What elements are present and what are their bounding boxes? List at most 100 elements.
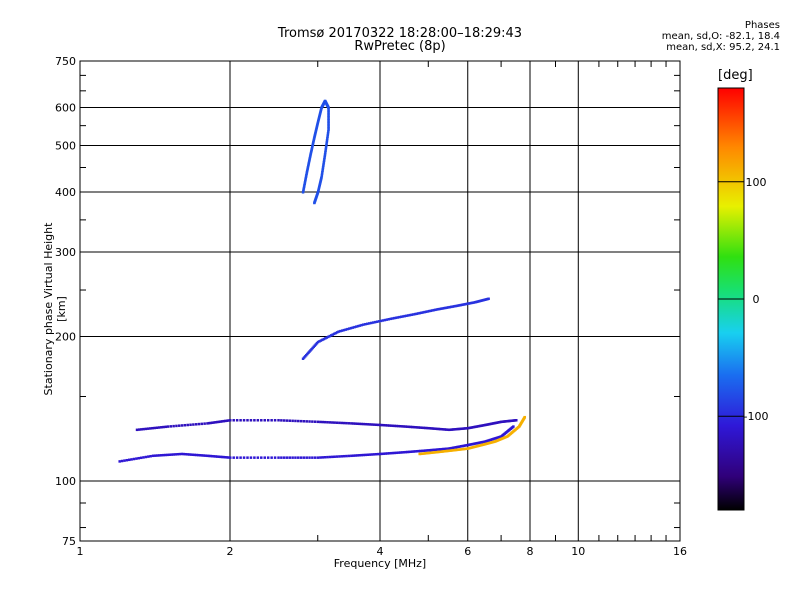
- trace-point: [288, 456, 292, 459]
- trace-point: [321, 171, 324, 174]
- trace-point: [331, 333, 334, 336]
- trace-point: [355, 325, 358, 328]
- trace-point: [356, 422, 359, 425]
- y-tick-label: 75: [62, 535, 76, 548]
- trace-point: [451, 428, 455, 431]
- trace-point: [217, 420, 221, 424]
- trace-point: [346, 327, 349, 331]
- trace-point: [249, 419, 253, 422]
- trace-point: [358, 454, 361, 457]
- trace-point: [263, 456, 266, 459]
- trace-point: [382, 452, 386, 455]
- trace-point: [170, 453, 173, 456]
- trace-point: [323, 456, 327, 459]
- trace-point: [454, 446, 458, 449]
- trace-point: [203, 422, 206, 425]
- trace-point: [249, 456, 253, 459]
- trace-point: [453, 446, 456, 449]
- trace-point: [436, 427, 439, 431]
- trace-point: [326, 421, 329, 424]
- trace-point: [339, 329, 342, 333]
- trace-point: [427, 309, 431, 313]
- trace-point: [372, 423, 376, 426]
- trace-point: [189, 453, 193, 456]
- trace-point: [308, 159, 311, 163]
- trace-point: [464, 444, 467, 447]
- trace-point: [132, 457, 136, 461]
- trace-point: [256, 419, 260, 422]
- trace-point: [227, 419, 230, 422]
- trace-point: [311, 420, 314, 423]
- y-tick-label: 750: [55, 55, 76, 68]
- trace-point: [327, 111, 330, 114]
- trace-point: [325, 140, 329, 144]
- trace-point: [326, 455, 329, 459]
- trace-point: [197, 453, 200, 457]
- trace-point: [212, 421, 216, 424]
- trace-point: [162, 453, 165, 457]
- trace-point: [266, 419, 270, 422]
- trace-point: [427, 426, 430, 430]
- trace-point: [253, 456, 256, 459]
- trace-point: [458, 304, 461, 307]
- trace-point: [362, 323, 365, 326]
- trace-point: [137, 428, 141, 431]
- trace-point: [347, 422, 351, 425]
- trace-point: [327, 114, 330, 117]
- trace-point: [399, 451, 402, 454]
- trace-point: [356, 324, 360, 328]
- trace-point: [305, 169, 309, 173]
- trace-point: [155, 426, 159, 429]
- trace-point: [207, 454, 211, 458]
- trace-point: [308, 420, 311, 423]
- trace-point: [327, 119, 330, 122]
- trace-point: [471, 301, 474, 305]
- trace-point: [373, 320, 377, 324]
- trace-point: [302, 188, 305, 191]
- trace-point: [448, 305, 452, 309]
- trace-point: [331, 455, 334, 459]
- trace-point: [368, 423, 372, 426]
- trace-point: [439, 448, 442, 451]
- trace-point: [189, 423, 192, 427]
- trace-point: [351, 326, 355, 329]
- trace-point: [305, 172, 308, 176]
- trace-point: [467, 302, 470, 305]
- trace-point: [382, 423, 386, 427]
- trace-point: [146, 427, 150, 430]
- trace-point: [338, 421, 341, 425]
- trace-point: [273, 456, 277, 459]
- trace-point: [306, 165, 310, 169]
- trace-point: [462, 427, 466, 430]
- trace-point: [178, 424, 181, 427]
- trace-point: [313, 201, 316, 205]
- trace-point: [461, 427, 464, 430]
- trace-point: [225, 456, 229, 459]
- trace-point: [468, 302, 472, 305]
- trace-point: [166, 425, 170, 428]
- trace-point: [321, 338, 324, 342]
- trace-point: [302, 186, 306, 190]
- trace-point: [442, 428, 445, 431]
- trace-point: [322, 164, 325, 167]
- trace-point: [239, 419, 242, 422]
- trace-point: [120, 459, 124, 463]
- trace-point: [306, 168, 309, 172]
- trace-point: [200, 422, 204, 426]
- trace-point: [433, 448, 436, 452]
- trace-point: [411, 450, 414, 453]
- trace-point: [456, 304, 460, 307]
- trace-point: [441, 307, 444, 310]
- trace-point: [144, 427, 148, 431]
- trace-point: [326, 131, 330, 135]
- trace-point: [447, 428, 451, 432]
- trace-point: [176, 452, 180, 456]
- trace-point: [421, 311, 425, 314]
- y-tick-label: 500: [55, 140, 76, 153]
- trace-point: [169, 425, 173, 428]
- trace-point: [322, 337, 326, 341]
- trace-point: [413, 312, 417, 316]
- trace-point: [206, 454, 209, 458]
- trace-point: [333, 421, 336, 424]
- trace-point: [325, 144, 328, 147]
